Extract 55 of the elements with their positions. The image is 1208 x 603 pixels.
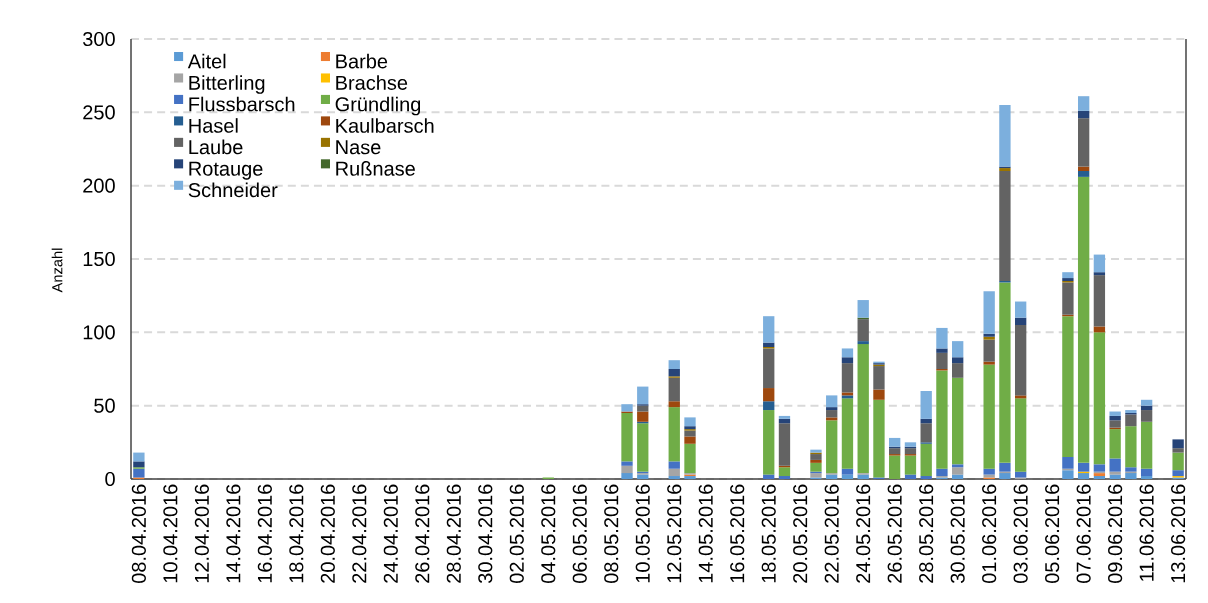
legend-label: Kaulbarsch: [336, 118, 434, 133]
legend-label: Brachse: [336, 75, 408, 90]
x-tick-label: 08.04.2016: [131, 484, 146, 584]
x-tick-label: 12.04.2016: [194, 484, 209, 583]
x-tick-label: 30.05.2016: [950, 484, 965, 584]
y-tick-label: 200: [83, 178, 115, 193]
x-tick-label: 22.04.2016: [352, 484, 367, 583]
y-tick-label: 50: [94, 398, 115, 413]
x-tick-label: 30.04.2016: [478, 484, 493, 584]
legend-label: Hasel: [189, 118, 238, 133]
x-tick-label: 07.06.2016: [1076, 484, 1091, 584]
x-tick-label: 09.06.2016: [1108, 484, 1123, 584]
y-tick-label: 0: [105, 471, 115, 487]
y-tick-label: 150: [83, 251, 115, 267]
x-tick-label: 28.05.2016: [919, 484, 934, 583]
x-tick-label: 04.05.2016: [541, 484, 556, 584]
y-axis-title: Anzahl: [51, 248, 63, 293]
y-tick-label: 300: [83, 31, 115, 47]
x-tick-label: 03.06.2016: [1013, 484, 1028, 584]
x-tick-label: 10.04.2016: [163, 484, 178, 583]
x-tick-label: 05.06.2016: [1045, 484, 1060, 584]
x-tick-label: 24.05.2016: [856, 484, 871, 583]
x-tick-label: 28.04.2016: [446, 484, 461, 583]
x-tick-label: 26.04.2016: [415, 484, 430, 583]
y-tick-label: 100: [83, 325, 115, 340]
x-tick-label: 08.05.2016: [604, 484, 619, 584]
x-tick-label: 20.04.2016: [320, 484, 335, 583]
legend-label: Laube: [189, 139, 243, 155]
legend-label: Rotauge: [189, 161, 263, 180]
x-tick-label: 14.05.2016: [698, 484, 713, 583]
x-tick-label: 24.04.2016: [383, 484, 398, 583]
x-tick-label: 12.05.2016: [667, 484, 682, 583]
x-tick-label: 16.05.2016: [730, 484, 745, 583]
x-tick-label: 26.05.2016: [887, 484, 902, 583]
legend-label: Barbe: [336, 53, 388, 69]
legend-label: Schneider: [188, 182, 278, 198]
legend-label: Gründling: [335, 96, 421, 116]
x-tick-label: 16.04.2016: [257, 484, 272, 583]
legend-label: Rußnase: [336, 161, 415, 176]
x-tick-label: 14.04.2016: [226, 484, 241, 583]
legend-label: Nase: [336, 140, 381, 155]
legend-label: Flussbarsch: [189, 96, 295, 112]
x-tick-label: 20.05.2016: [793, 484, 808, 583]
legend-label: Aitel: [187, 53, 226, 69]
x-tick-label: 13.06.2016: [1171, 484, 1186, 583]
x-tick-label: 18.04.2016: [289, 484, 304, 583]
legend-label: Bitterling: [189, 75, 265, 94]
x-tick-label: 18.05.2016: [761, 484, 776, 583]
x-tick-label: 11.06.2016: [1139, 484, 1154, 581]
x-tick-label: 06.05.2016: [572, 484, 587, 584]
x-tick-label: 02.05.2016: [509, 484, 524, 584]
x-tick-label: 22.05.2016: [824, 484, 839, 583]
x-tick-label: 01.06.2016: [982, 484, 997, 584]
x-tick-label: 10.05.2016: [635, 484, 650, 583]
y-tick-label: 250: [83, 105, 115, 120]
